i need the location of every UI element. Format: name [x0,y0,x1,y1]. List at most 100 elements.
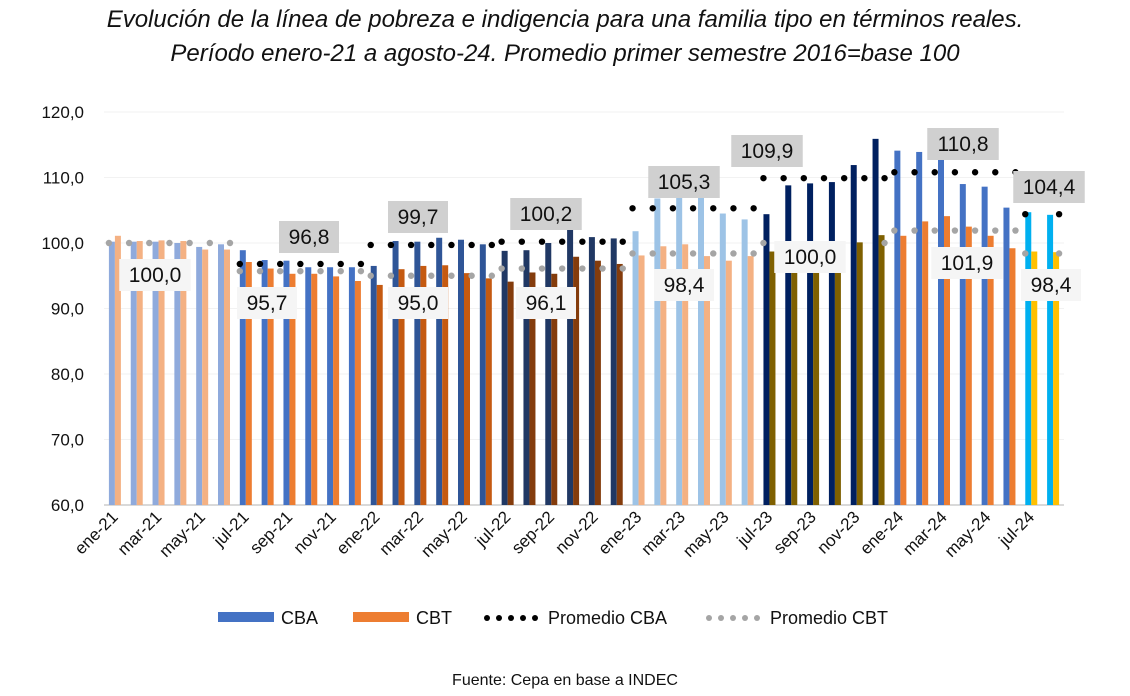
bar-cba [698,197,704,505]
bar-cba [916,151,923,505]
bar-cbt [747,256,754,505]
avg-cbt-dot [760,239,767,247]
x-tick-label: nov-22 [552,507,602,557]
avg-cba-dot [992,169,999,176]
avg-cbt-dot [498,265,505,272]
avg-cbt-dot [387,272,395,279]
bar-cba [370,265,377,505]
bar-cbt [813,243,820,505]
avg-cba-dot [297,260,304,268]
avg-cba-dot [881,174,888,182]
x-tick-label: may-24 [941,507,995,561]
avg-cbt-dot [226,239,234,247]
avg-cbt-dot [538,265,546,272]
avg-cba-label-box [279,221,339,253]
bar-cbt [769,251,776,505]
bar-cbt [682,244,689,505]
y-tick-label: 60,0 [51,496,84,515]
bar-cba [458,239,464,505]
bar-cba [545,243,552,505]
bar-cbt [267,268,274,505]
bar-cbt [158,240,165,505]
x-tick-label: mar-22 [376,507,428,559]
bar-cba [196,246,203,505]
legend-dot [532,615,538,621]
bar-cbt [507,281,514,505]
legend-dot [496,615,502,621]
bar-cbt [1031,251,1038,505]
avg-cbt-label: 98,4 [1031,274,1072,297]
bar-cba [239,250,246,505]
avg-cbt-dot [911,227,918,234]
bar-cbt [289,273,296,505]
avg-cba-label: 96,8 [289,226,330,249]
bar-cbt [944,216,950,505]
avg-cba-dot [931,169,938,176]
bar-cba [1025,212,1032,505]
bar-cbt [529,272,536,505]
avg-cbt-dot [206,239,214,247]
bar-cba [588,237,595,506]
avg-cba-dot [649,205,656,212]
bar-cbt [224,249,230,505]
bar-cbt [922,221,929,505]
avg-cba-dot [891,169,898,176]
avg-cba-dot [276,260,284,268]
bar-cbt [114,235,121,506]
avg-cbt-dot [1022,250,1029,257]
y-tick-label: 100,0 [41,234,84,253]
bar-cba [436,237,443,505]
avg-cba-dot [750,205,757,212]
bar-cba [261,260,268,505]
avg-cbt-label-box [654,269,714,301]
bar-cbt [311,273,318,505]
avg-cbt-label-box [388,287,448,319]
avg-cbt-label: 100,0 [784,246,837,269]
avg-cba-dot [387,241,395,249]
bar-cbt [616,263,623,505]
bar-cba [872,138,879,506]
bar-cba [807,183,814,505]
bar-cbt [965,226,972,505]
bar-cba [174,243,181,505]
avg-cbt-dot [992,227,999,234]
avg-cba-label: 99,7 [398,206,439,229]
avg-cbt-dot [750,250,757,257]
bar-cbt [398,269,405,505]
legend-dot [484,615,490,621]
avg-cba-label-box [1013,171,1085,203]
bar-cba [152,241,159,505]
avg-cbt-dot [297,267,304,275]
legend-swatch-cba [218,612,274,622]
avg-cba-label-box [388,201,448,233]
bar-cba [959,184,966,506]
x-tick-label: mar-24 [899,507,951,559]
avg-cba-dot [1022,210,1029,218]
avg-cbt-dot [186,239,193,247]
bar-cbt [878,235,885,505]
avg-cbt-dot [276,267,284,275]
bar-cbt [333,276,340,505]
y-tick-label: 70,0 [51,431,84,450]
avg-cba-dot [820,174,828,182]
legend: CBA CBT Promedio CBA Promedio CBT [218,608,888,628]
x-tick-label: sep-22 [508,507,558,557]
avg-cba-dot [689,205,697,212]
avg-cbt-dot [367,272,374,279]
bar-cba [348,267,355,505]
x-tick-label: may-21 [155,507,209,561]
avg-cba-dot [317,260,324,268]
chart-subtitle: Período enero-21 a agosto-24. Promedio p… [170,40,960,67]
avg-cbt-dot [558,265,566,272]
avg-cba-dot [861,174,868,182]
avg-cbt-label-box [119,259,191,291]
bar-cba [719,213,726,505]
bar-cbt [376,284,383,505]
bar-cbt [638,255,645,505]
legend-dot [754,615,760,621]
x-tick-label: nov-23 [813,507,863,557]
x-tick-label: ene-24 [856,507,907,558]
legend-label: CBA [281,608,318,628]
avg-cba-label-box [731,135,803,167]
